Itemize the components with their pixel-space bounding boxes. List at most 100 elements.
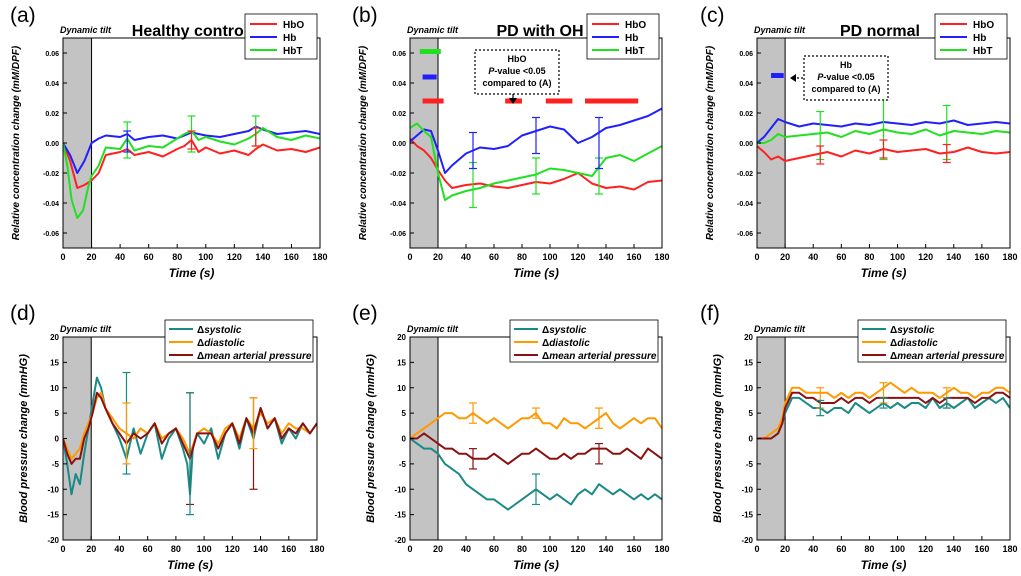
x-axis-label: Time (s) [513, 558, 559, 572]
legend-label: HbT [625, 46, 644, 57]
y-axis-label: Relative concentration change (mM/DPF) [705, 45, 716, 240]
y-tick-label: -10 [394, 485, 406, 494]
x-axis-label: Time (s) [167, 558, 213, 572]
annotation-line2: P-value <0.05 [488, 66, 545, 76]
y-tick-label: -15 [394, 511, 406, 520]
legend-label: Δsystolic [197, 325, 242, 336]
x-tick-label: 20 [780, 544, 790, 554]
delta-symbol: Δ [197, 325, 204, 336]
x-tick-label: 80 [517, 544, 527, 554]
panel-letter: (b) [352, 4, 378, 27]
annotation-p: P [817, 72, 824, 82]
y-axis-label: Blood pressure change (mmHG) [365, 354, 377, 523]
legend-label: Δmean arterial pressure [890, 351, 1005, 362]
tilt-label: Dynamic tilt [60, 324, 112, 334]
y-tick-label: 10 [744, 384, 753, 393]
y-tick-label: -0.06 [737, 231, 753, 238]
legend-series-name: mean arterial pressure [204, 351, 312, 362]
legend-label: Δsystolic [542, 325, 587, 336]
x-tick-label: 140 [598, 252, 613, 262]
series-group [757, 118, 1010, 162]
y-tick-label: -15 [741, 511, 753, 520]
annotation-box [474, 49, 560, 95]
y-tick-label: -0.02 [43, 171, 59, 178]
legend-label: Δsystolic [890, 325, 935, 336]
y-tick-label: 0.04 [392, 81, 406, 88]
legend-label: Hb [973, 33, 986, 44]
x-tick-label: 120 [570, 252, 585, 262]
annotation-line3: compared to (A) [811, 84, 880, 94]
y-tick-label: 0.06 [739, 51, 753, 58]
legend-label: HbO [283, 20, 304, 31]
x-tick-label: 140 [253, 544, 268, 554]
y-tick-label: 5 [749, 409, 754, 418]
y-tick-label: -20 [394, 536, 406, 545]
series-line-hbt [63, 127, 320, 219]
x-tick-label: 100 [890, 252, 905, 262]
y-tick-label: -20 [47, 536, 59, 545]
series-line-hbt [410, 122, 662, 201]
x-tick-label: 180 [309, 544, 324, 554]
x-tick-label: 160 [281, 544, 296, 554]
legend-label: Δdiastolic [542, 338, 590, 349]
x-tick-label: 140 [598, 544, 613, 554]
panel-title: PD normal [840, 23, 920, 40]
y-tick-label: 0.06 [392, 51, 406, 58]
y-tick-label: 15 [397, 358, 406, 367]
panel-title: Healthy control [132, 23, 248, 40]
annotation-p-value: -value <0.05 [823, 72, 874, 82]
legend-label: HbT [973, 46, 992, 57]
y-tick-label: 0.02 [45, 111, 59, 118]
delta-symbol: Δ [542, 338, 549, 349]
series-line-hbo [63, 139, 320, 189]
x-tick-label: 60 [489, 544, 499, 554]
series-line-diastolic [757, 381, 1010, 440]
x-tick-label: 20 [86, 544, 96, 554]
x-tick-label: 140 [255, 252, 270, 262]
panel-c: (c) Dynamic tilt PD normal 0 20 40 60 80 100 120 1… [700, 4, 1018, 280]
legend-series-name: systolic [549, 325, 587, 336]
x-axis-label: Time (s) [861, 558, 907, 572]
significance-annotation: Hb P-value <0.05 compared to (A) [790, 55, 889, 101]
x-tick-label: 100 [198, 252, 213, 262]
y-tick-label: -0.04 [737, 201, 753, 208]
x-tick-label: 100 [542, 544, 557, 554]
plot-frame [409, 336, 663, 541]
y-tick-label: -5 [746, 460, 754, 469]
series-group [410, 107, 662, 201]
legend-label: HbO [973, 20, 994, 31]
series-line-hbo [410, 137, 662, 191]
x-tick-label: 140 [946, 252, 961, 262]
annotation-p: P [488, 66, 495, 76]
y-tick-label: 20 [50, 333, 59, 342]
delta-symbol: Δ [890, 338, 897, 349]
series-line-mean-arterial-pressure [63, 391, 317, 465]
y-tick-label: -0.02 [390, 171, 406, 178]
annotation-box [803, 55, 889, 101]
legend-label: HbO [625, 20, 646, 31]
series-line-hb [410, 107, 662, 174]
legend-series-name: mean arterial pressure [897, 351, 1005, 362]
x-tick-label: 180 [654, 252, 669, 262]
x-tick-label: 180 [1002, 544, 1017, 554]
x-tick-label: 60 [143, 544, 153, 554]
tilt-label: Dynamic tilt [754, 324, 806, 334]
tilt-label: Dynamic tilt [407, 324, 459, 334]
y-tick-label: 0.00 [392, 141, 406, 148]
legend-series-name: systolic [204, 325, 242, 336]
y-tick-label: -0.06 [43, 231, 59, 238]
legend-box [244, 13, 318, 60]
x-tick-label: 160 [974, 252, 989, 262]
legend-label: Δdiastolic [890, 338, 938, 349]
panel-letter: (f) [700, 302, 720, 325]
y-tick-label: 5 [402, 409, 407, 418]
tilt-label: Dynamic tilt [407, 25, 459, 35]
significance-annotation: HbO P-value <0.05 compared to (A) [474, 49, 560, 104]
delta-symbol: Δ [890, 351, 897, 362]
y-tick-label: -5 [399, 460, 407, 469]
x-tick-label: 120 [918, 544, 933, 554]
panel-letter: (a) [10, 4, 36, 27]
